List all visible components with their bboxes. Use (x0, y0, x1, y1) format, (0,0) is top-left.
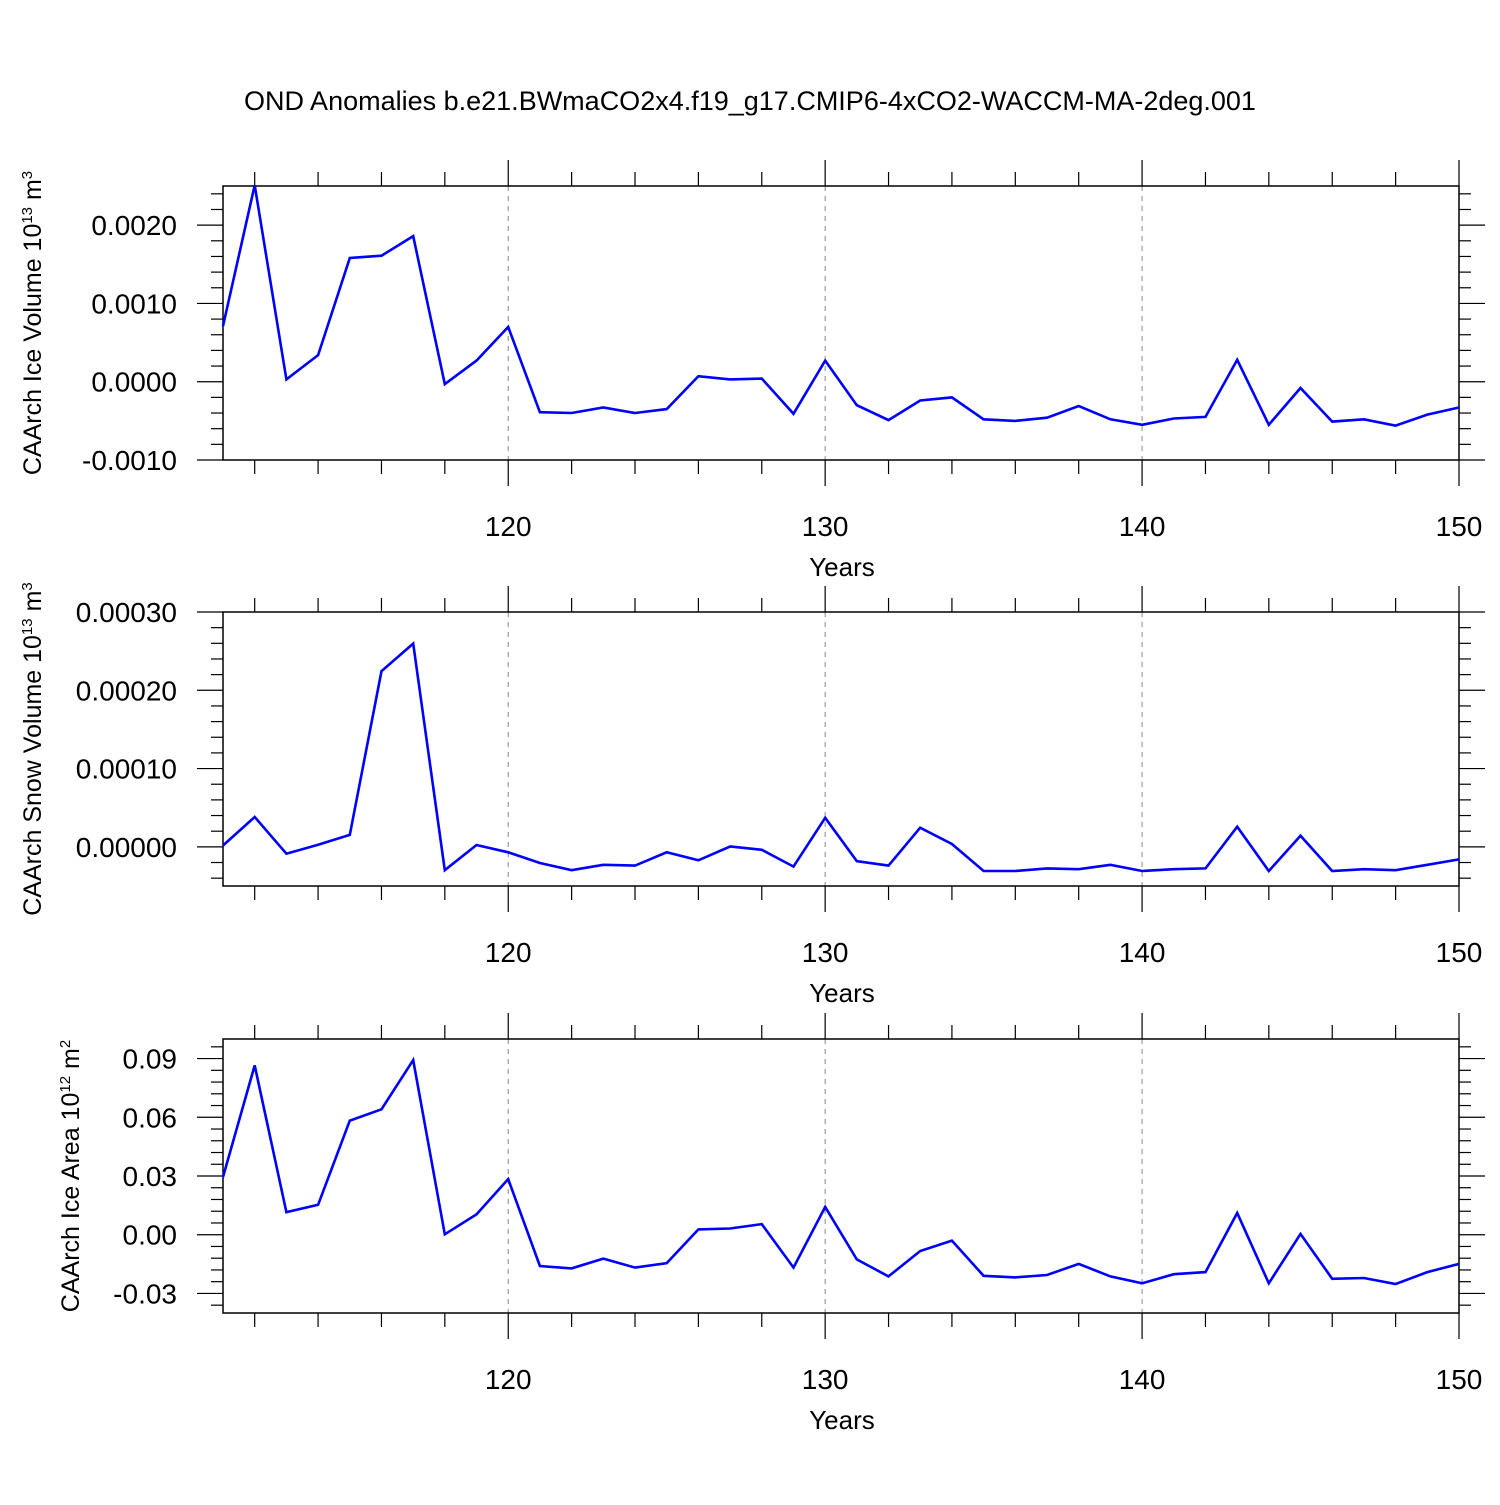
series-line (223, 185, 1459, 425)
x-tick-label: 140 (1119, 937, 1166, 968)
y-axis-label-name: CAArch Ice Volume 10 (19, 224, 47, 476)
x-tick-label: 150 (1436, 511, 1483, 542)
y-axis-unit-exponent: 13 (19, 618, 36, 635)
y-axis-label: CAArch Snow Volume 1013 m3 (19, 582, 47, 916)
y-tick-label: -0.03 (113, 1278, 177, 1309)
y-tick-label: 0.0020 (91, 210, 177, 241)
series-line (223, 644, 1459, 871)
y-axis-unit-power: 3 (19, 171, 36, 179)
x-tick-label: 130 (802, 511, 849, 542)
x-tick-label: 140 (1119, 1364, 1166, 1395)
y-tick-label: 0.00010 (76, 754, 177, 785)
y-tick-label: 0.00000 (76, 832, 177, 863)
x-tick-label: 150 (1436, 937, 1483, 968)
y-tick-label: 0.00020 (76, 675, 177, 706)
y-axis-unit-power: 2 (57, 1040, 74, 1048)
x-tick-label: 120 (485, 511, 532, 542)
plot-frame (223, 612, 1459, 886)
y-tick-label: 0.00030 (76, 597, 177, 628)
y-axis-unit: m (57, 1048, 85, 1076)
x-axis-label: Years (809, 978, 875, 1008)
y-tick-label: 0.0000 (91, 367, 177, 398)
x-tick-label: 150 (1436, 1364, 1483, 1395)
x-tick-label: 120 (485, 937, 532, 968)
series-line (223, 1060, 1459, 1284)
y-axis-unit-power: 3 (19, 582, 36, 590)
panel-3: 0.09 0.06 0.03 0.00 -0.03 120 130 140 150 Years CA… (57, 0, 1485, 1435)
page-title: OND Anomalies b.e21.BWmaCO2x4.f19_g17.CM… (0, 86, 1500, 117)
x-axis-label: Years (809, 1405, 875, 1435)
y-tick-label: 0.03 (123, 1161, 178, 1192)
y-axis-unit-exponent: 12 (57, 1076, 74, 1093)
y-axis-label-name: CAArch Ice Area 10 (57, 1093, 85, 1313)
panel-2: 0.00030 0.00020 0.00010 0.00000 120 130 140 150… (19, 0, 1485, 1008)
y-tick-label: 0.09 (123, 1044, 178, 1075)
y-tick-label: 0.06 (123, 1102, 178, 1133)
y-axis-unit-exponent: 13 (19, 207, 36, 224)
y-axis-label: CAArch Ice Volume 1013 m3 (19, 171, 47, 475)
y-tick-label: 0.0010 (91, 288, 177, 319)
x-axis-label: Years (809, 552, 875, 582)
y-axis-unit: m (19, 591, 47, 619)
y-axis-unit: m (19, 179, 47, 207)
x-tick-label: 120 (485, 1364, 532, 1395)
plot-frame (223, 1039, 1459, 1313)
y-axis-label: CAArch Ice Area 1012 m2 (57, 1040, 85, 1312)
y-axis-label-name: CAArch Snow Volume 10 (19, 635, 47, 916)
y-tick-label: 0.00 (123, 1220, 178, 1251)
x-tick-label: 140 (1119, 511, 1166, 542)
y-tick-label: -0.0010 (82, 445, 177, 476)
x-tick-label: 130 (802, 937, 849, 968)
x-tick-label: 130 (802, 1364, 849, 1395)
